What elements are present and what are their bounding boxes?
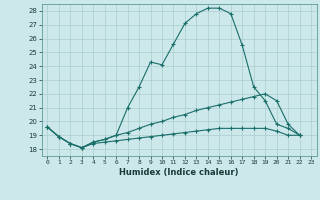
- X-axis label: Humidex (Indice chaleur): Humidex (Indice chaleur): [119, 168, 239, 177]
